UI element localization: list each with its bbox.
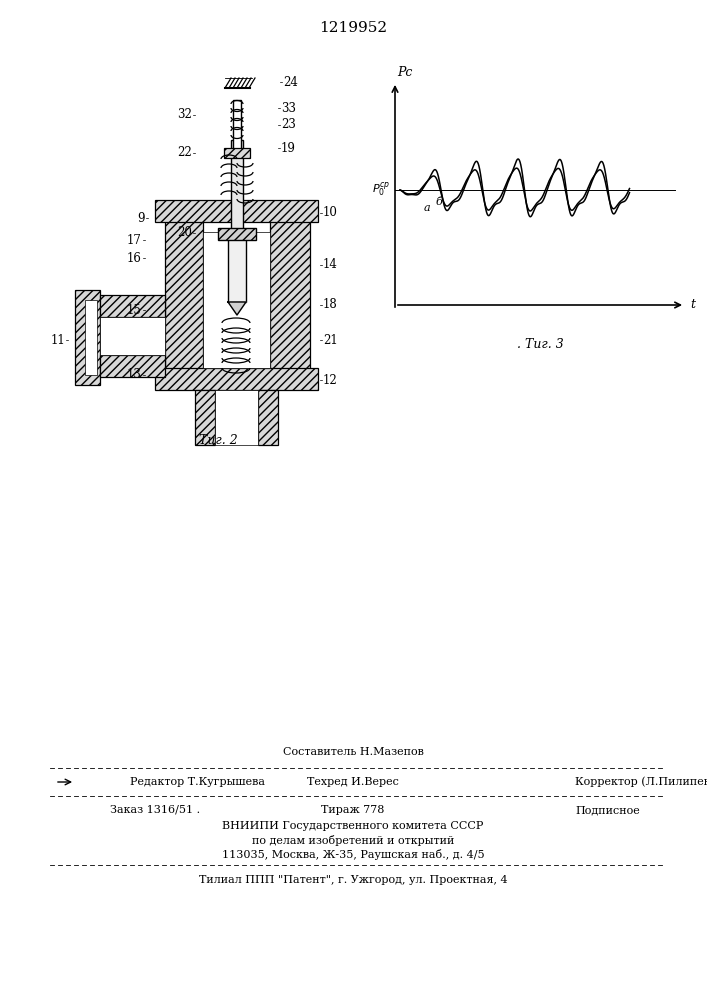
Text: Тираж 778: Тираж 778 (321, 805, 385, 815)
Text: 14: 14 (323, 258, 338, 271)
Text: а: а (424, 203, 431, 213)
Text: Τилиал ППП "Патент", г. Ужгород, ул. Проектная, 4: Τилиал ППП "Патент", г. Ужгород, ул. Про… (199, 875, 508, 885)
Bar (231, 140, 243, 230)
Bar (258, 390, 278, 445)
Text: 113035, Москва, Ж-35, Раушская наб., д. 4/5: 113035, Москва, Ж-35, Раушская наб., д. … (222, 848, 484, 859)
Text: 18: 18 (323, 298, 338, 312)
Text: 10: 10 (323, 207, 338, 220)
Bar (165, 210, 203, 380)
Bar (203, 232, 270, 368)
Bar (155, 368, 318, 390)
Bar (228, 232, 246, 302)
Text: $\mathit{P}_0^{cp}$: $\mathit{P}_0^{cp}$ (372, 181, 390, 199)
Text: 20: 20 (177, 227, 192, 239)
Text: Корректор (Л.Пилипенко: Корректор (Л.Пилипенко (575, 777, 707, 787)
Bar (75, 290, 100, 385)
Bar (100, 317, 165, 355)
Text: 19: 19 (281, 141, 296, 154)
Polygon shape (228, 302, 246, 315)
Bar (224, 148, 250, 158)
Text: 9: 9 (137, 212, 145, 225)
Text: 33: 33 (281, 102, 296, 114)
Bar (233, 100, 241, 150)
Text: по делам изобретений и открытий: по делам изобретений и открытий (252, 834, 454, 846)
Bar (218, 228, 256, 240)
Text: . Τиг. 3: . Τиг. 3 (517, 338, 563, 352)
Text: t: t (691, 298, 696, 312)
Text: Τиг. 2: Τиг. 2 (199, 434, 238, 446)
Bar (195, 390, 215, 445)
Bar (215, 390, 258, 445)
Text: 16: 16 (127, 251, 142, 264)
Text: 21: 21 (323, 334, 338, 347)
Text: Pс: Pс (397, 66, 412, 79)
Text: 17: 17 (127, 233, 142, 246)
Text: б: б (436, 197, 443, 207)
Text: 13: 13 (127, 368, 142, 381)
Text: Составитель Н.Мазепов: Составитель Н.Мазепов (283, 747, 423, 757)
Text: Техред И.Верес: Техред И.Верес (307, 777, 399, 787)
Text: 22: 22 (177, 146, 192, 159)
Bar (100, 355, 165, 377)
Bar (155, 200, 318, 222)
Text: 1219952: 1219952 (319, 21, 387, 35)
Text: 24: 24 (283, 76, 298, 89)
Text: 11: 11 (50, 334, 65, 347)
Text: 12: 12 (323, 373, 338, 386)
Text: Заказ 1316/51 .: Заказ 1316/51 . (110, 805, 200, 815)
Text: Подписное: Подписное (575, 805, 640, 815)
Text: ВНИИПИ Государственного комитета СССР: ВНИИПИ Государственного комитета СССР (222, 821, 484, 831)
Text: Редактор Т.Кугрышева: Редактор Т.Кугрышева (130, 777, 265, 787)
Bar (85, 300, 97, 375)
Text: 15: 15 (127, 304, 142, 316)
Bar (100, 295, 165, 317)
Bar (270, 210, 310, 380)
Text: 23: 23 (281, 118, 296, 131)
Text: 32: 32 (177, 108, 192, 121)
